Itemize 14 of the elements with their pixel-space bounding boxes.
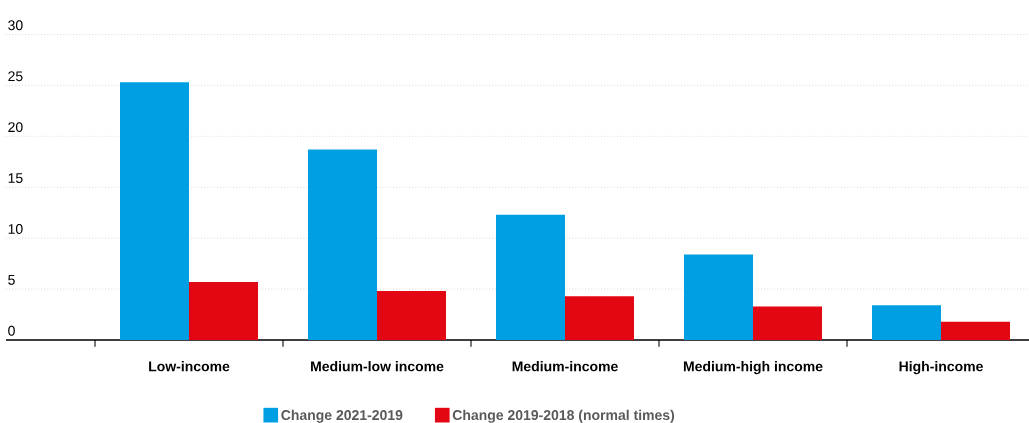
y-tick-label: 30	[8, 20, 23, 31]
y-tick-label: 5	[8, 275, 15, 285]
x-tick-label: Low-income	[149, 361, 230, 372]
legend-label: Change 2021-2019	[281, 409, 403, 423]
x-tick-label: High-income	[899, 361, 983, 375]
y-tick-label: 25	[8, 71, 23, 82]
y-tick-label: 20	[8, 122, 23, 133]
y-tick-label: 10	[8, 223, 23, 234]
x-tick-label: Medium-income	[512, 361, 618, 372]
x-tick-label: Medium-low income	[311, 361, 444, 372]
x-tick-label: Medium-high income	[683, 361, 823, 375]
y-tick-label: 0	[8, 325, 15, 336]
y-tick-label: 15	[8, 173, 23, 183]
legend-label: Change 2019-2018 (normal times)	[452, 409, 675, 423]
